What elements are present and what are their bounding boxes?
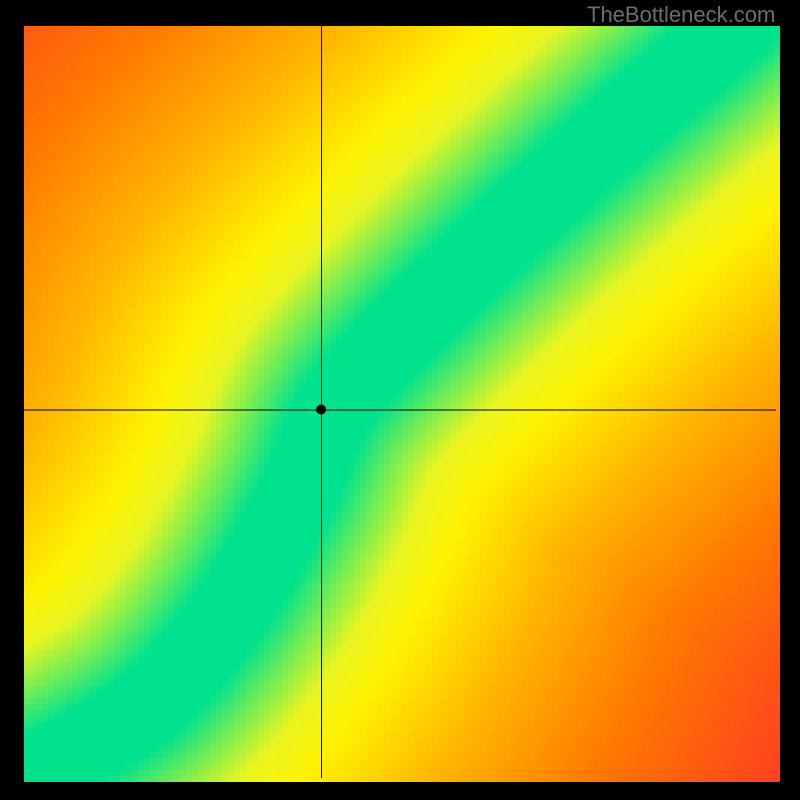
bottleneck-heatmap bbox=[0, 0, 800, 800]
attribution-text: TheBottleneck.com bbox=[587, 2, 775, 28]
